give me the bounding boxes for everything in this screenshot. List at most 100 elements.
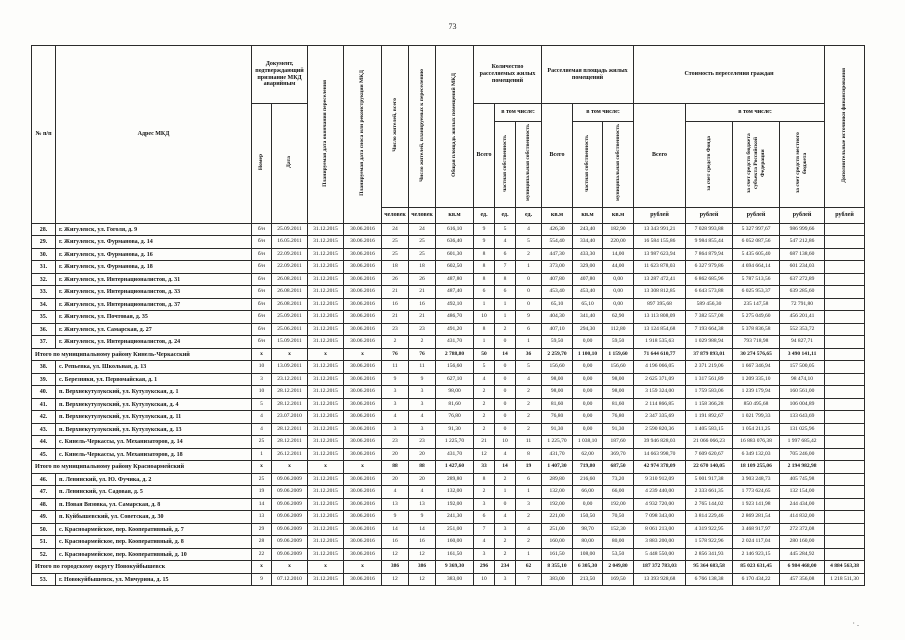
cell: б/н (251, 247, 272, 262)
table-row: 46. п. Ленинский, ул. Ю. Фучика, д. 2 25 09… (31, 472, 866, 487)
table-row: 41. п. Верхнекутулукский, ул. Кутулукская… (31, 397, 866, 412)
cell: 161,50 (435, 547, 475, 562)
row-number: 31. (31, 260, 56, 274)
cell: 2 (473, 397, 496, 412)
cell: 14,00 (602, 247, 635, 262)
cell: 98 474,10 (779, 372, 826, 387)
cell: 31.12.2015 (307, 335, 345, 349)
cell: 25.09.2011 (270, 310, 309, 324)
cell: 39 946 828,03 (633, 435, 687, 449)
cell: 23.12.2011 (270, 372, 309, 387)
cell: 9 (381, 510, 410, 524)
cell: 5 (515, 235, 543, 249)
cell: 07.12.2010 (270, 572, 309, 587)
cell: 31.12.2015 (307, 572, 345, 587)
cell: 80,00 (602, 535, 635, 549)
cell: 897 395,68 (633, 297, 687, 312)
cell: 31.12.2015 (307, 372, 345, 387)
cell: 445 284,92 (779, 547, 826, 562)
cell: 192,00 (541, 497, 574, 512)
cell: 13 (408, 497, 437, 512)
cell: 160 561,00 (779, 385, 826, 399)
cell: 1 997 685,42 (779, 435, 826, 449)
cell: 9 310 912,09 (633, 472, 687, 487)
cell: 62,90 (602, 310, 635, 324)
cell: 66,00 (602, 485, 635, 499)
cell: 1 (515, 260, 543, 274)
cell: 9 369,30 (435, 560, 475, 574)
cell: 4 884 563,38 (824, 560, 866, 574)
unit-label: кв.м (572, 206, 604, 224)
cell: 31.12.2015 (307, 472, 345, 487)
cell: 108,00 (572, 547, 604, 562)
cell: 23 (381, 435, 410, 449)
cell: 65,10 (541, 297, 574, 312)
cell: 6 305,30 (572, 560, 604, 574)
cell: 1 (515, 335, 543, 349)
cell: 132 154,00 (779, 485, 826, 499)
cell: 1 (515, 547, 543, 562)
rotated-label: Планируемая дата окончания переселения (322, 79, 329, 187)
cell: 31.12.2015 (307, 297, 345, 312)
cell: 636,40 (435, 235, 475, 249)
cell: 7 028 993,88 (685, 222, 734, 237)
cell: 16.05.2011 (270, 235, 309, 249)
cell: 426,30 (541, 222, 574, 237)
cell: 30.06.2016 (343, 260, 383, 274)
cell: 9 (515, 310, 543, 324)
cell (824, 235, 866, 249)
table-row: 47. п. Ленинский, ул. Садовая, д. 5 19 09.0… (31, 485, 866, 499)
cell: 23.07.2010 (270, 410, 309, 424)
cell: б/н (251, 235, 272, 249)
cell: 88 (381, 460, 410, 474)
table-row: 31. г. Жигулевск, ул. Фурманова, д. 18 б/н… (31, 260, 866, 274)
cell: 404,30 (541, 310, 574, 324)
cell: 2 (515, 247, 543, 262)
table-row: 37. г. Жигулевск, ул. Интернационалистов,… (31, 335, 866, 349)
cell: 106 004,89 (779, 397, 826, 412)
cell: 4 (515, 372, 543, 387)
cell: 9 (381, 372, 410, 387)
cell (824, 310, 866, 324)
cell: 11 (408, 360, 437, 374)
table-row: 53. г. Новокуйбышевск, ул. Мичурина, д. 1… (31, 572, 866, 587)
address: п. Ленинский, ул. Садовая, д. 5 (55, 485, 252, 499)
cell: 6 349 132,03 (732, 447, 781, 462)
cell: 31.12.2015 (307, 360, 345, 374)
cell: 169,50 (602, 572, 635, 587)
cell: 1 029 988,94 (685, 335, 734, 349)
cell (824, 435, 866, 449)
cell: 5 327 997,67 (732, 222, 781, 237)
cell: 25 (408, 235, 437, 249)
cell: х (270, 560, 309, 574)
row-number: 52. (31, 547, 56, 562)
cell: 0 (494, 410, 517, 424)
col-header-units-group: Количество расселяемых жилых помещений (473, 45, 543, 104)
cell: 2 (473, 422, 496, 437)
cell: 7 382 557,08 (685, 310, 734, 324)
cell: 0,00 (572, 360, 604, 374)
row-number: 46. (31, 472, 56, 487)
address: с. Красноармейское, пер. Кооперативный, … (55, 522, 252, 537)
cell: 241,30 (435, 510, 475, 524)
cell: 09.06.2009 (270, 547, 309, 562)
address: г. Жигулевск, ул. Интернационалистов, д.… (55, 297, 252, 312)
cell: 4 (251, 410, 272, 424)
row-number: 30. (31, 247, 56, 262)
cell: 5 001 917,38 (685, 472, 734, 487)
cell: 31.12.2015 (307, 322, 345, 337)
cell: 76,80 (602, 410, 635, 424)
cell: 33 (473, 460, 496, 474)
cell (824, 297, 866, 312)
cell: 14 (494, 347, 517, 362)
cell: 25.09.2011 (270, 222, 309, 237)
rotated-label: частная собственность (501, 134, 508, 192)
address: г. Жигулевск, ул. Самарская, д. 27 (55, 322, 252, 337)
cell: 0 (515, 285, 543, 299)
cell: 4 694 664,14 (732, 260, 781, 274)
unit-label: рублей (779, 206, 826, 224)
unit-label: кв.м (602, 206, 635, 224)
row-number: 38. (31, 360, 56, 374)
rotated-label: Дополнительные источники финансирования (841, 67, 848, 183)
